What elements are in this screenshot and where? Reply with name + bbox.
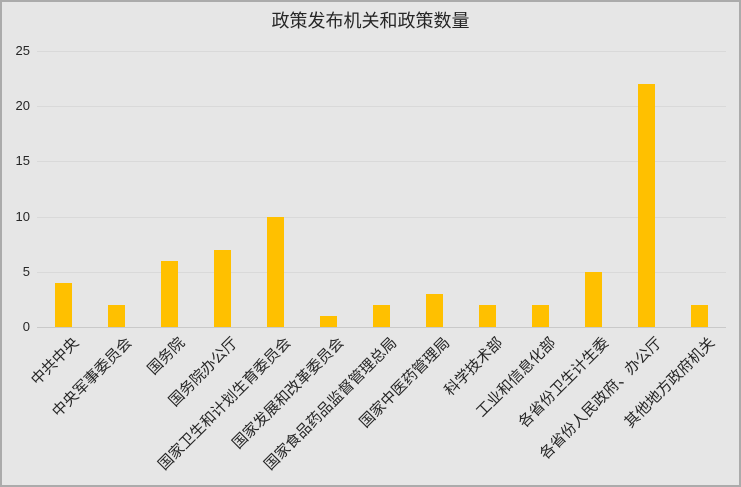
- bar: [320, 316, 337, 327]
- x-category-label: 国务院: [145, 335, 189, 379]
- gridline: [37, 106, 726, 107]
- bar: [426, 294, 443, 327]
- gridline: [37, 217, 726, 218]
- bar: [214, 250, 231, 327]
- bar: [691, 305, 708, 327]
- bar: [479, 305, 496, 327]
- gridline: [37, 161, 726, 162]
- x-axis-line: [37, 327, 726, 328]
- bar: [532, 305, 549, 327]
- bar: [108, 305, 125, 327]
- bar: [161, 261, 178, 327]
- bar: [585, 272, 602, 327]
- gridline: [37, 272, 726, 273]
- y-tick-label: 0: [22, 319, 30, 334]
- y-tick-label: 10: [15, 209, 30, 224]
- y-tick-label: 15: [15, 153, 30, 168]
- y-tick-label: 5: [22, 264, 30, 279]
- bar: [373, 305, 390, 327]
- chart-title: 政策发布机关和政策数量: [271, 11, 470, 31]
- bar: [267, 217, 284, 327]
- y-tick-label: 25: [15, 43, 30, 58]
- x-category-label: 其他地方政府机关: [622, 335, 719, 432]
- bar: [55, 283, 72, 327]
- gridline: [37, 51, 726, 52]
- bar: [638, 84, 655, 327]
- x-category-label: 中共中央: [28, 335, 83, 389]
- x-category-label: 各省份卫生计生委: [516, 335, 613, 432]
- y-tick-label: 20: [15, 98, 30, 113]
- x-category-label: 国家中医药管理局: [357, 335, 454, 432]
